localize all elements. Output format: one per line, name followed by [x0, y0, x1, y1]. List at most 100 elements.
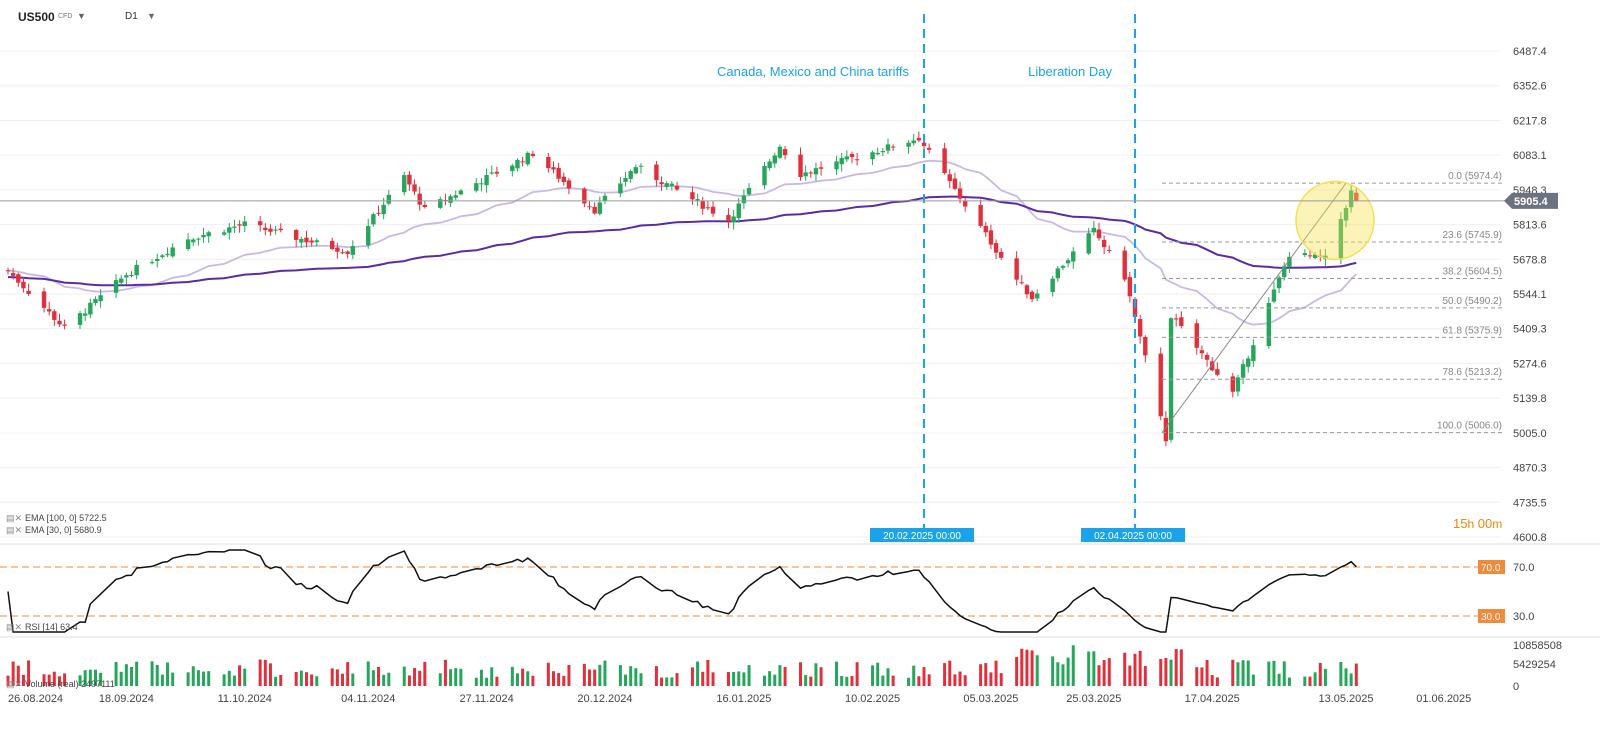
candle-body	[875, 152, 880, 155]
volume-bar	[42, 674, 46, 686]
volume-bar	[114, 661, 118, 686]
volume-bar	[57, 676, 61, 686]
candle-body	[268, 228, 273, 232]
candle	[304, 230, 309, 248]
fib-level-label: 100.0 (5006.0)	[1437, 421, 1502, 432]
date-tick: 26.08.2024	[8, 693, 63, 705]
candle	[309, 237, 314, 247]
volume-bar	[927, 674, 931, 686]
volume-bar	[1102, 660, 1106, 686]
candle	[741, 189, 747, 210]
candle	[417, 186, 422, 211]
candle-body	[16, 274, 21, 283]
volume-bar	[1246, 660, 1250, 686]
date-tick: 27.11.2024	[459, 693, 513, 705]
volume-bar	[160, 674, 164, 686]
symbol-name[interactable]: US500	[18, 10, 55, 24]
candle-body	[880, 151, 886, 153]
volume-legend[interactable]: ▤✕ Volume (real) 2497111	[6, 679, 115, 690]
price-axis: 6487.46352.66217.86083.15948.35813.65678…	[0, 46, 1600, 638]
volume-bar	[268, 663, 272, 686]
volume-bar	[1128, 665, 1132, 686]
candle-body	[88, 302, 93, 315]
candle-body	[402, 175, 407, 193]
candle-body	[1086, 233, 1091, 254]
candle-body	[77, 313, 83, 325]
candle	[185, 233, 191, 251]
candle-body	[124, 275, 129, 278]
volume-bar	[119, 671, 123, 686]
volume-bar	[557, 673, 561, 686]
volume-bar	[93, 669, 97, 686]
chevron-down-icon[interactable]: ▼	[147, 11, 156, 21]
date-tick: 13.05.2025	[1318, 693, 1373, 705]
settings-icon[interactable]: ▤✕	[6, 679, 23, 689]
volume-bar	[1030, 650, 1034, 686]
candle	[556, 162, 561, 183]
chevron-down-icon[interactable]: ▼	[77, 11, 86, 21]
candle	[1158, 347, 1163, 421]
volume-bar	[99, 672, 103, 686]
candle	[335, 243, 340, 259]
candle-body	[52, 311, 57, 320]
candle	[474, 178, 479, 193]
candle-body	[1055, 268, 1061, 279]
settings-icon[interactable]: ▤✕	[6, 525, 23, 535]
volume-bar	[1164, 657, 1168, 686]
candle	[1173, 313, 1179, 327]
ema100-legend[interactable]: ▤✕ EMA [100, 0] 5722.5	[6, 513, 107, 524]
settings-icon[interactable]: ▤✕	[6, 513, 23, 523]
volume-bar	[891, 675, 895, 686]
candle-body	[458, 190, 464, 195]
candle-body	[520, 161, 525, 163]
candle	[561, 172, 566, 186]
candle	[345, 250, 350, 259]
candle	[1019, 275, 1024, 285]
volume-bar	[11, 661, 15, 686]
volume-bar	[953, 674, 957, 686]
volume-bar	[984, 663, 988, 686]
candle-body	[1029, 291, 1035, 300]
candle	[520, 156, 525, 167]
volume-bar	[166, 662, 170, 686]
volume-bar	[747, 665, 751, 686]
candle-body	[237, 224, 242, 226]
candle-body	[98, 295, 103, 302]
candle	[566, 178, 572, 195]
candle-body	[803, 172, 808, 177]
candle	[21, 277, 26, 293]
candle-body	[1101, 239, 1107, 248]
rsi-line	[7, 549, 1357, 633]
candle	[1246, 355, 1251, 373]
candle	[1343, 205, 1349, 228]
candle-body	[263, 227, 268, 231]
candle-body	[777, 146, 783, 158]
rsi-legend[interactable]: ▤✕ RSI [14] 63.4	[6, 622, 78, 633]
candle-body	[916, 137, 922, 141]
candle-body	[129, 274, 134, 277]
timeframe-selector[interactable]: D1	[125, 11, 138, 22]
price-tick: 5678.8	[1513, 254, 1547, 266]
candle-body	[196, 238, 201, 240]
candle-body	[242, 221, 247, 226]
price-tick: 5813.6	[1513, 220, 1547, 232]
candle	[422, 201, 428, 209]
candle	[1014, 251, 1019, 286]
candle-body	[947, 174, 952, 181]
candle	[1143, 335, 1148, 363]
candle-body	[345, 251, 350, 254]
candle	[978, 199, 983, 228]
volume-bar	[346, 662, 350, 686]
candle-body	[1312, 254, 1318, 259]
volume-bar	[443, 659, 447, 686]
settings-icon[interactable]: ▤✕	[6, 622, 23, 632]
volume-bar	[1251, 674, 1255, 686]
candle-body	[484, 174, 489, 186]
volume-bar	[423, 661, 427, 686]
date-tick: 18.09.2024	[99, 693, 154, 705]
ema30-legend[interactable]: ▤✕ EMA [30, 0] 5680.9	[6, 525, 102, 536]
candle-body	[551, 167, 556, 170]
price-tick: 6217.8	[1513, 115, 1547, 127]
date-tick: 05.03.2025	[963, 693, 1018, 705]
